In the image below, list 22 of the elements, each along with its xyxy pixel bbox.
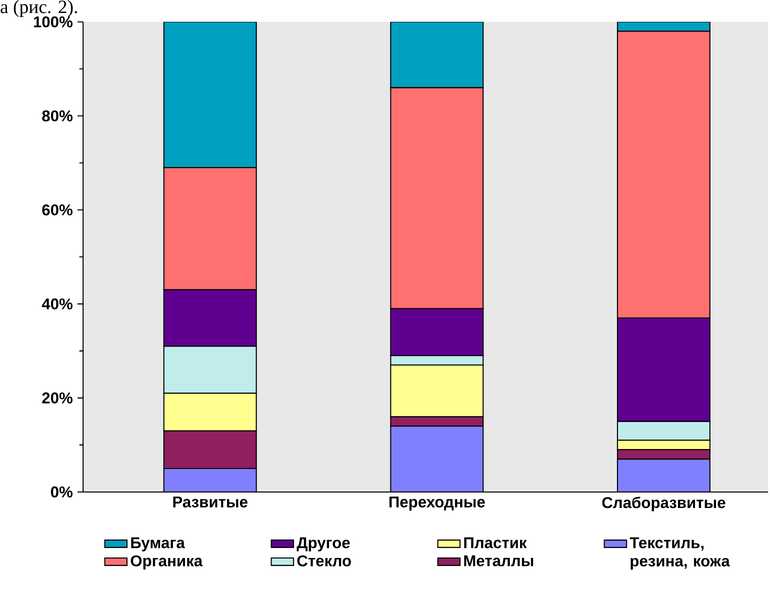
y-tick-label: 60% xyxy=(42,204,73,216)
text: а (рис. 2). xyxy=(0,0,78,17)
legend-label: Органика xyxy=(130,555,203,570)
legend-label: Бумага xyxy=(131,537,185,552)
bar xyxy=(390,426,484,492)
bar xyxy=(164,468,256,492)
legend-label: Текстиль, резина, кожа xyxy=(630,537,730,570)
x-tick-label: Переходные xyxy=(389,496,485,510)
y-tick-label: 80% xyxy=(42,110,73,122)
bar xyxy=(616,458,710,492)
x-tick-label: Слаборазвитые xyxy=(602,496,726,512)
bar xyxy=(390,22,484,88)
y-tick-label: 20% xyxy=(42,392,73,404)
legend-label: Пластик xyxy=(464,537,527,548)
legend-label: Металлы xyxy=(464,555,534,566)
bar xyxy=(163,22,257,168)
legend-label: Другое xyxy=(296,537,350,552)
y-tick-label: 0% xyxy=(50,486,73,498)
y-tick-label: 100% xyxy=(34,16,73,28)
legend-label: Стекло xyxy=(297,555,351,566)
y-tick-label: 40% xyxy=(42,298,73,310)
x-tick-label: Развитые xyxy=(173,496,248,508)
